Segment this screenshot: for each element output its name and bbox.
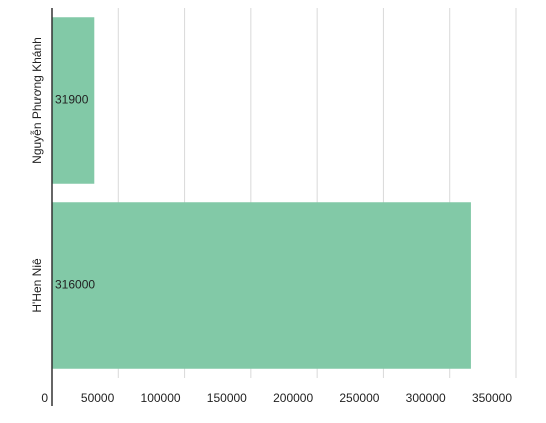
bar [52,202,471,369]
x-tick-label: 50000 [81,391,115,405]
x-tick-label: 150000 [207,391,247,405]
value-label: 31900 [55,93,89,107]
x-tick-label: 350000 [472,391,512,405]
y-tick-label: H'Hen Niê [30,258,44,313]
x-tick-label: 0 [41,391,48,405]
x-tick-label: 300000 [406,391,446,405]
bar [52,17,95,184]
x-tick-label: 200000 [273,391,313,405]
x-tick-label: 250000 [339,391,379,405]
y-tick-label: Nguyễn Phương Khánh [29,37,44,164]
value-label: 316000 [55,278,95,292]
x-tick-label: 100000 [141,391,181,405]
